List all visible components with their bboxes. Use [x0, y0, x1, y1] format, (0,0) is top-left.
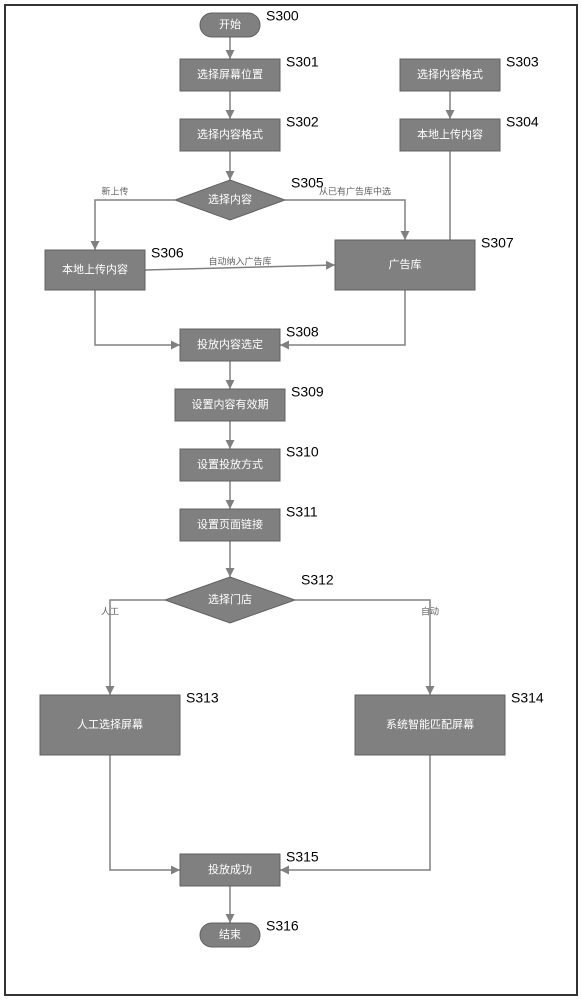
step-label: S312: [301, 572, 334, 588]
flowchart-canvas: 新上传从已有广告库中选自动纳入广告库人工自动 开始S300选择屏幕位置S301选…: [0, 0, 582, 1000]
step-label: S309: [291, 384, 324, 400]
node-S316: 结束 S316: [200, 918, 299, 947]
node-text: 设置投放方式: [197, 457, 263, 471]
node-S305: 选择内容 S305: [175, 175, 324, 220]
node-text: 开始: [219, 17, 241, 31]
node-S300: 开始 S300: [200, 8, 299, 37]
node-text: 投放成功: [208, 862, 252, 876]
node-S302: 选择内容格式 S302: [180, 114, 319, 151]
node-text: 系统智能匹配屏幕: [386, 717, 474, 731]
node-S308: 投放内容选定 S308: [180, 324, 319, 361]
node-text: 选择内容格式: [197, 127, 263, 141]
edge: [285, 200, 405, 240]
step-label: S313: [186, 690, 219, 706]
node-S304: 本地上传内容 S304: [400, 114, 539, 151]
node-text: 选择屏幕位置: [197, 67, 263, 81]
step-label: S316: [266, 918, 299, 934]
node-S314: 系统智能匹配屏幕 S314: [355, 690, 544, 755]
edge-label: 自动: [421, 605, 439, 616]
step-label: S303: [506, 54, 539, 70]
edge-label: 从已有广告库中选: [319, 185, 391, 196]
step-label: S305: [291, 175, 324, 191]
node-text: 本地上传内容: [62, 262, 128, 276]
edge-label: 新上传: [101, 185, 128, 196]
node-S315: 投放成功 S315: [180, 849, 319, 886]
node-text: 投放内容选定: [197, 337, 263, 351]
edge: [95, 200, 175, 250]
node-text: 选择内容: [208, 192, 252, 206]
step-label: S301: [286, 54, 319, 70]
step-label: S311: [286, 504, 318, 520]
step-label: S315: [286, 849, 319, 865]
step-label: S304: [506, 114, 539, 130]
node-S307: 广告库 S307: [335, 235, 514, 290]
node-text: 结束: [219, 928, 241, 941]
node-text: 选择内容格式: [417, 67, 483, 81]
edge: [295, 600, 430, 695]
node-S306: 本地上传内容 S306: [45, 245, 184, 290]
edge-label: 人工: [101, 606, 119, 616]
node-text: 选择门店: [208, 592, 252, 606]
node-S311: 设置页面链接 S311: [180, 504, 318, 541]
step-label: S308: [286, 324, 319, 340]
edges-layer: 新上传 从已有广告库中选自动纳入广告库人工 自动: [95, 37, 475, 923]
node-text: 设置内容有效期: [192, 397, 269, 411]
edge-label: 自动纳入广告库: [208, 255, 271, 266]
step-label: S307: [481, 235, 514, 251]
step-label: S300: [266, 8, 299, 24]
step-label: S310: [286, 444, 319, 460]
node-text: 广告库: [389, 258, 422, 271]
step-label: S306: [151, 245, 184, 261]
node-text: 人工选择屏幕: [77, 717, 143, 731]
node-S313: 人工选择屏幕 S313: [40, 690, 219, 755]
node-text: 本地上传内容: [417, 127, 483, 141]
node-S310: 设置投放方式 S310: [180, 444, 319, 481]
nodes-layer: 开始 S300 选择屏幕位置 S301 选择内容格式 S302 选择内容格式 S303 本地上传…: [40, 8, 544, 947]
node-S303: 选择内容格式 S303: [400, 54, 539, 91]
node-S301: 选择屏幕位置 S301: [180, 54, 319, 91]
edge: [110, 755, 180, 870]
node-S309: 设置内容有效期 S309: [175, 384, 324, 421]
edge: [95, 290, 180, 345]
node-S312: 选择门店 S312: [165, 572, 334, 623]
step-label: S302: [286, 114, 319, 130]
node-text: 设置页面链接: [197, 517, 263, 531]
step-label: S314: [511, 690, 544, 706]
outer-border: [5, 5, 577, 995]
